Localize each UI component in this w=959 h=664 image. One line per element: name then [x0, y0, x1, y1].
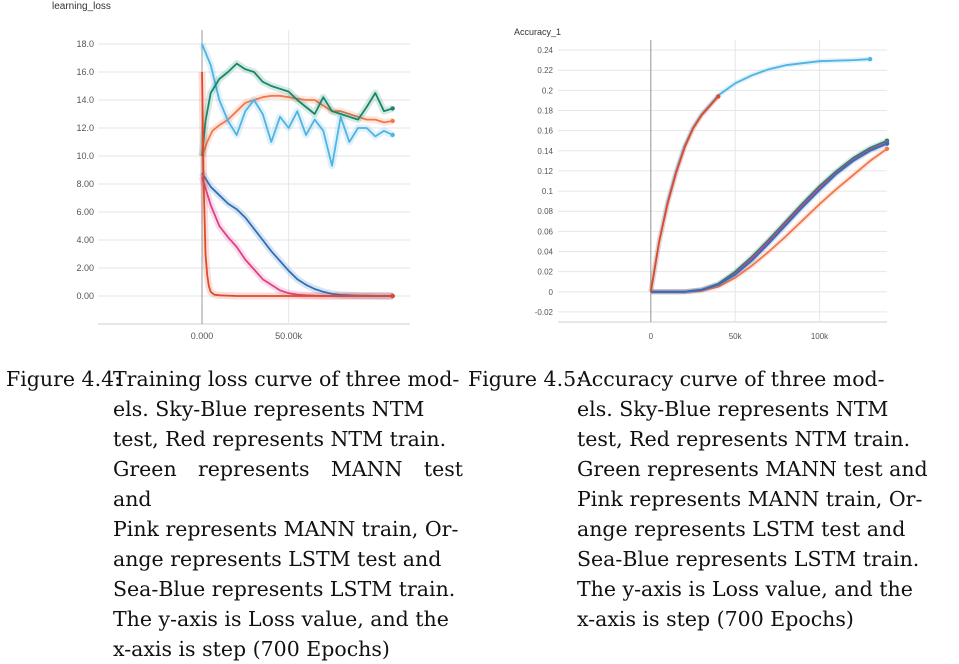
x-tick-label: 0.000	[191, 331, 214, 341]
y-tick-label: 2.00	[76, 263, 94, 273]
y-tick-label: 0.00	[76, 291, 94, 301]
caption-text: Accuracy curve of three mod- els. Sky-Bl…	[577, 364, 929, 634]
series-end-point	[716, 94, 721, 99]
figure-4-4-caption: Figure 4.4: Training loss curve of three…	[6, 364, 466, 661]
caption-line: Sea-Blue represents LSTM train.	[577, 547, 920, 571]
y-tick-label: 16.0	[76, 67, 94, 77]
caption-line: Green represents MANN test and	[577, 457, 928, 481]
series-end-point	[390, 118, 395, 124]
y-tick-label: 0	[549, 288, 554, 297]
y-tick-label: 6.00	[76, 207, 94, 217]
caption-line: els. Sky-Blue represents NTM	[113, 397, 425, 421]
accuracy-chart: Accuracy_1 0.24 0.22 0.2 0.18 0.16 0.14 0.12 0.1…	[514, 27, 890, 341]
caption-line: Pink represents MANN train, Or-	[113, 517, 459, 541]
chart-title: learning_loss	[52, 1, 111, 12]
x-tick-label: 50.00k	[275, 331, 303, 341]
x-tick-label: 50k	[729, 332, 743, 341]
y-tick-label: 14.0	[76, 95, 94, 105]
y-tick-label: 0.18	[537, 107, 553, 116]
y-tick-label: 0.08	[537, 207, 553, 216]
caption-line: ange represents LSTM test and	[577, 517, 906, 541]
caption-line: x-axis is step (700 Epochs)	[577, 607, 854, 631]
y-tick-label: 0.12	[537, 167, 553, 176]
x-tick-label: 100k	[811, 332, 829, 341]
y-tick-label: 10.0	[76, 151, 94, 161]
y-tick-label: 0.04	[537, 248, 553, 257]
chart-title: Accuracy_1	[514, 27, 561, 37]
y-tick-label: 0.24	[537, 46, 553, 55]
y-tick-label: 8.00	[76, 179, 94, 189]
x-tick-label: 0	[649, 332, 654, 341]
series-end-point	[884, 141, 890, 146]
caption-line: Accuracy curve of three mod-	[577, 367, 885, 391]
series-band	[650, 141, 888, 295]
loss-chart-panel: learning_loss 18.0 16.0 14.0 12.0 10.0 8.00 6.0…	[0, 0, 430, 350]
caption-line: The y-axis is Loss value, and the	[577, 577, 913, 601]
caption-line: els. Sky-Blue represents NTM	[577, 397, 889, 421]
y-tick-label: 0.2	[542, 86, 554, 95]
y-tick-label: 0.16	[537, 127, 553, 136]
caption-label: Figure 4.4:	[6, 367, 122, 391]
series-end-point	[390, 106, 395, 111]
caption-line: x-axis is step (700 Epochs)	[113, 637, 390, 661]
caption-label: Figure 4.5:	[468, 367, 584, 391]
series-band	[199, 170, 393, 300]
series-end-point	[390, 132, 395, 138]
series-line	[650, 148, 888, 293]
caption-line: Sea-Blue represents LSTM train.	[113, 577, 456, 601]
series-line	[650, 142, 888, 293]
series-line	[201, 71, 393, 297]
y-tick-label: 0.14	[537, 147, 553, 156]
caption-line: Training loss curve of three mod-	[113, 367, 460, 391]
y-tick-label: 0.1	[542, 187, 554, 196]
y-tick-label: 4.00	[76, 235, 94, 245]
series-line	[201, 43, 394, 167]
y-tick-label: 0.02	[537, 268, 553, 277]
figure-4-5-caption: Figure 4.5: Accuracy curve of three mod-…	[468, 364, 938, 644]
y-tick-label: -0.02	[535, 308, 554, 317]
caption-line: test, Red represents NTM train.	[577, 427, 911, 451]
series-end-point	[867, 56, 873, 62]
series-line	[649, 95, 719, 292]
caption-line: The y-axis is Loss value, and the	[113, 607, 449, 631]
caption-text: Training loss curve of three mod- els. S…	[113, 364, 463, 664]
series-end-point	[884, 146, 890, 151]
caption-line: Pink represents MANN train, Or-	[577, 487, 923, 511]
y-tick-label: 12.0	[76, 123, 94, 133]
loss-chart: learning_loss 18.0 16.0 14.0 12.0 10.0 8.00 6.0…	[52, 1, 410, 341]
y-tick-label: 0.22	[537, 66, 553, 75]
y-tick-label: 0.06	[537, 227, 553, 236]
series-end-point	[390, 293, 395, 299]
series-band	[648, 94, 721, 293]
series-line	[201, 62, 393, 157]
caption-line: test, Red represents NTM train.	[113, 427, 447, 451]
caption-line: ange represents LSTM test and	[113, 547, 442, 571]
y-tick-label: 18.0	[76, 39, 94, 49]
accuracy-chart-panel: Accuracy_1 0.24 0.22 0.2 0.18 0.16 0.14 0.12 0.1…	[492, 20, 892, 350]
caption-line: Green represents MANN test and	[113, 457, 463, 511]
series-band	[650, 146, 889, 295]
